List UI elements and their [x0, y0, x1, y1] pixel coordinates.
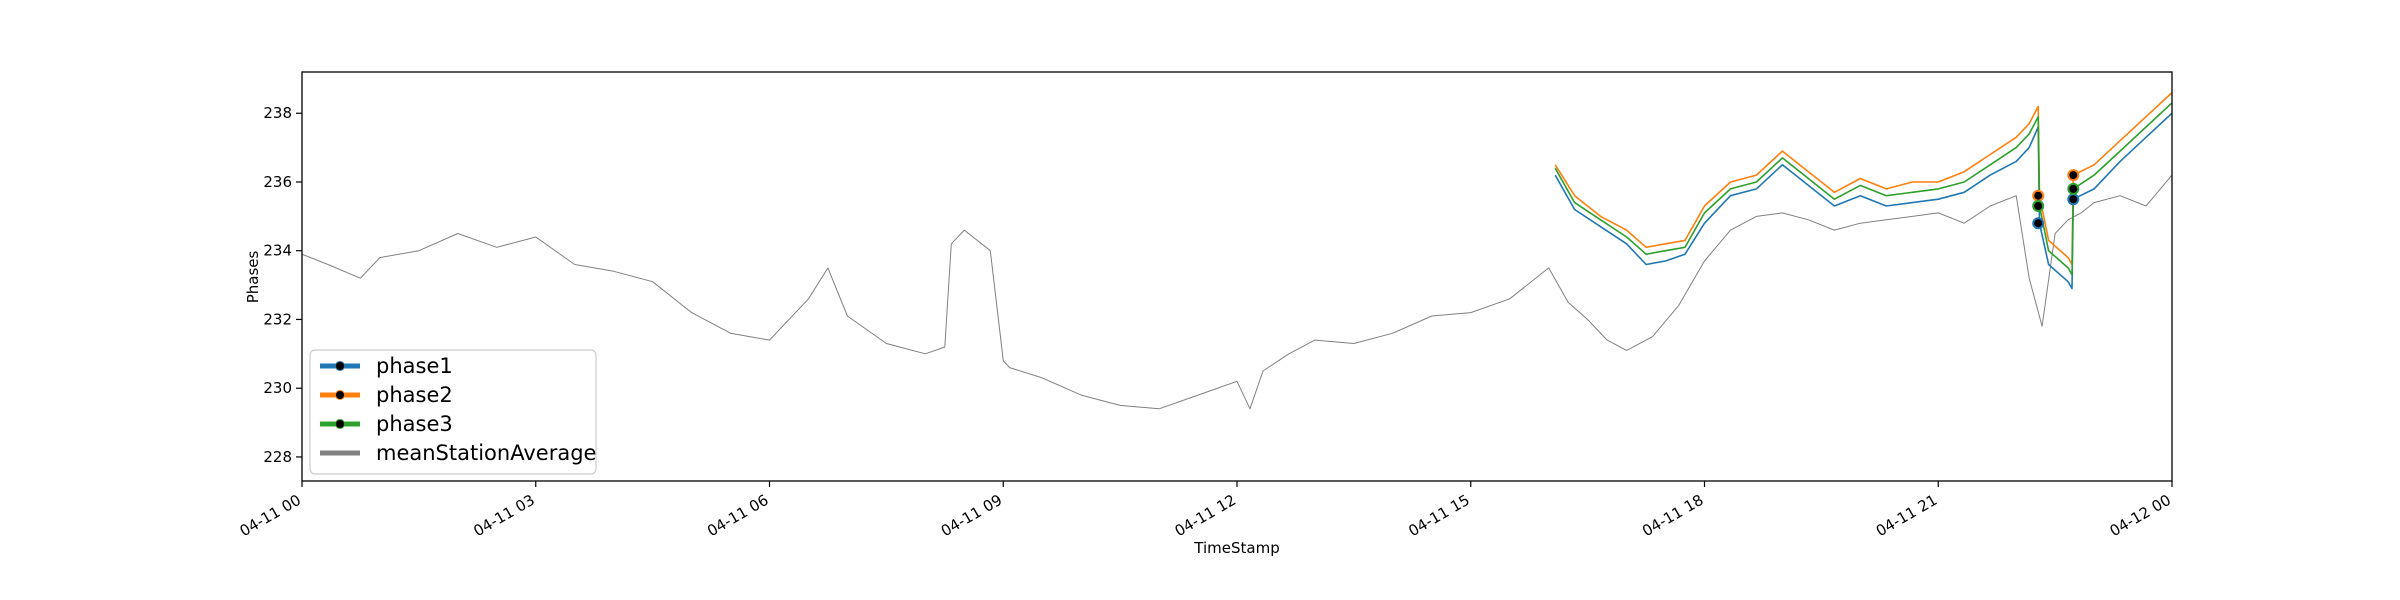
legend-label-phase3: phase3	[376, 412, 453, 436]
y-axis: 228 230 232 234 236 238	[263, 104, 302, 466]
marker-phase2-4	[2067, 169, 2080, 182]
marker-layer	[2032, 169, 2080, 230]
legend-label-phase2: phase2	[376, 383, 453, 407]
legend-marker-phase1	[335, 361, 345, 371]
legend-marker-phase3	[335, 419, 345, 429]
legend-box	[309, 349, 597, 475]
series-line-phase1	[1554, 112, 2172, 290]
y-tick-label-232: 232	[263, 310, 292, 328]
x-axis-label: TimeStamp	[1193, 539, 1279, 557]
y-tick-label-236: 236	[263, 173, 292, 191]
y-axis-label: Phases	[244, 251, 262, 304]
y-tick-label-230: 230	[263, 379, 292, 397]
series-line-meanstationaverage	[302, 174, 2172, 410]
marker-phase3-5	[2067, 182, 2080, 195]
marker-phase1-0	[2032, 217, 2045, 230]
legend-marker-phase2	[335, 390, 345, 400]
legend-label-meanstationaverage: meanStationAverage	[376, 441, 596, 465]
y-tick-label-228: 228	[263, 448, 292, 466]
marker-phase1-3	[2067, 193, 2080, 206]
legend-label-phase1: phase1	[376, 354, 453, 378]
marker-phase3-2	[2032, 200, 2045, 212]
series-line-phase3	[1554, 102, 2172, 276]
y-tick-label-234: 234	[263, 242, 292, 260]
legend: phase1 phase2 phase3 meanStationAverage	[309, 349, 597, 475]
y-tick-label-238: 238	[263, 104, 292, 122]
marker-phase2-1	[2032, 189, 2045, 202]
series-layer	[302, 92, 2172, 410]
